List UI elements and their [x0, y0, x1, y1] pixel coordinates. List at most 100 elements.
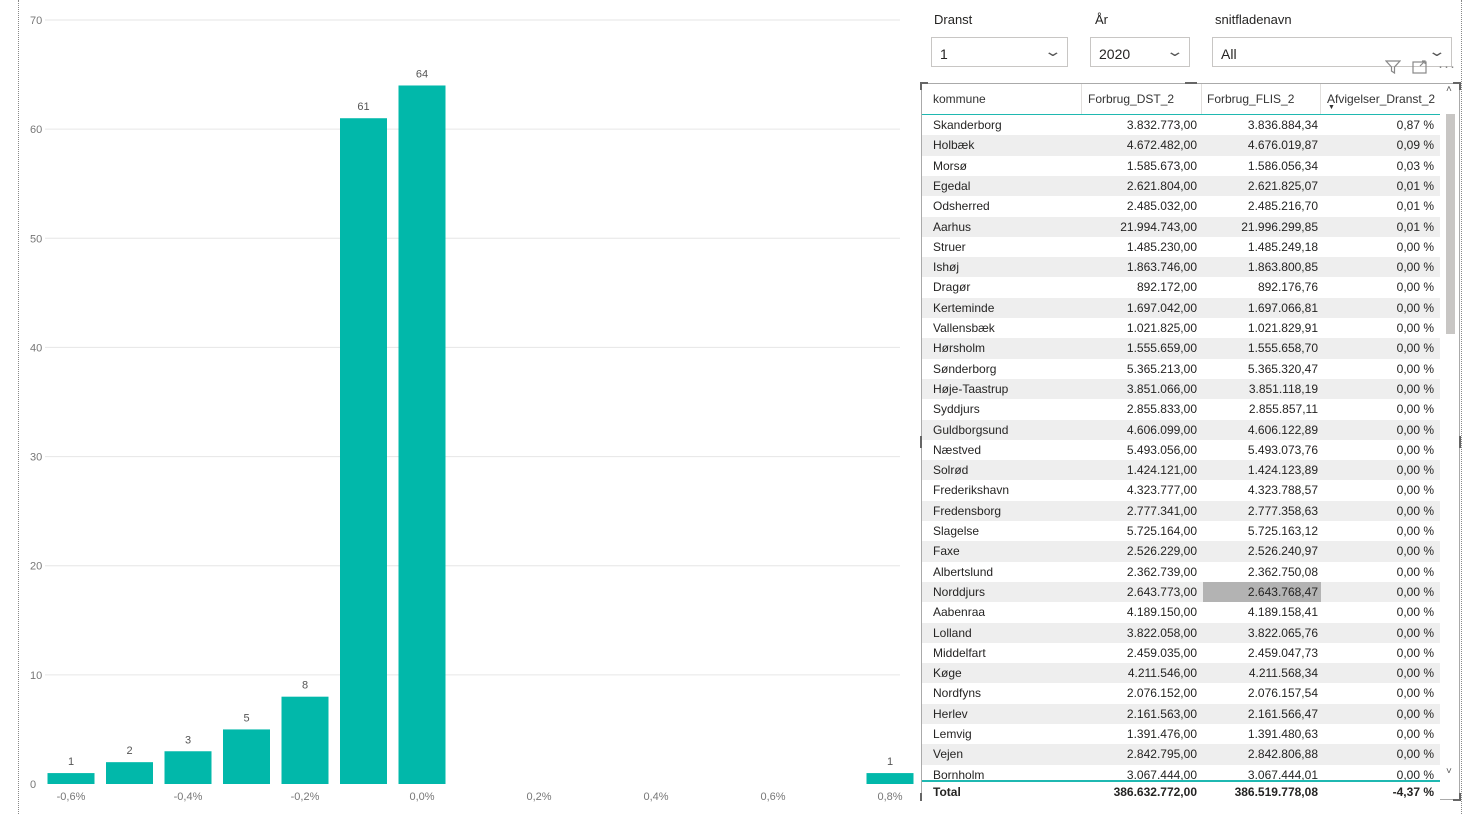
cell-afvigelser: 0,00 % [1396, 361, 1434, 376]
column-divider[interactable] [1081, 84, 1082, 114]
table-row[interactable]: Struer 1.485.230,00 1.485.249,18 0,00 % [922, 237, 1440, 257]
cell-afvigelser: 0,00 % [1396, 483, 1434, 498]
resize-handle[interactable] [920, 793, 922, 801]
focus-mode-icon[interactable] [1412, 60, 1428, 78]
scroll-up-icon[interactable]: ˄ [1446, 84, 1452, 95]
column-header-forbrug-dst[interactable]: Forbrug_DST_2 [1088, 92, 1175, 106]
table-row[interactable]: Holbæk 4.672.482,00 4.676.019,87 0,09 % [922, 135, 1440, 156]
x-tick-label: 0,4% [643, 791, 668, 803]
cell-afvigelser: 0,87 % [1396, 118, 1434, 132]
histogram-bar[interactable] [398, 85, 446, 784]
column-divider[interactable] [1320, 84, 1321, 114]
table-row[interactable]: Albertslund 2.362.739,00 2.362.750,08 0,00 … [922, 562, 1440, 582]
cell-forbrug-dst: 4.323.777,00 [1126, 483, 1197, 498]
scroll-down-icon[interactable]: ˅ [1446, 766, 1452, 777]
slicer-dranst-dropdown[interactable]: 1 ⌄ [931, 37, 1068, 67]
table-row[interactable]: Aabenraa 4.189.150,00 4.189.158,41 0,00 % [922, 602, 1440, 622]
table-row[interactable]: Sønderborg 5.365.213,00 5.365.320,47 0,00 % [922, 359, 1440, 379]
histogram-bar[interactable] [340, 118, 387, 784]
resize-handle[interactable] [920, 436, 922, 448]
cell-afvigelser: 0,00 % [1396, 706, 1434, 721]
cell-forbrug-flis: 1.863.800,85 [1247, 260, 1318, 275]
resize-handle[interactable] [920, 82, 922, 90]
table-row[interactable]: Aarhus 21.994.743,00 21.996.299,85 0,01 % [922, 216, 1440, 237]
table-row[interactable]: Lolland 3.822.058,00 3.822.065,76 0,00 % [922, 622, 1440, 643]
table-row[interactable]: Guldborgsund 4.606.099,00 4.606.122,89 0,00… [922, 419, 1440, 440]
resize-handle[interactable] [1185, 82, 1197, 84]
table-row[interactable]: Køge 4.211.546,00 4.211.568,34 0,00 % [922, 663, 1440, 684]
table-row[interactable]: Fredensborg 2.777.341,00 2.777.358,63 0,00 … [922, 500, 1440, 521]
table-row[interactable]: Odsherred 2.485.032,00 2.485.216,70 0,01 % [922, 196, 1440, 216]
cell-kommune: Kerteminde [933, 300, 995, 315]
table-row[interactable]: Kerteminde 1.697.042,00 1.697.066,81 0,00 % [922, 297, 1440, 318]
table-row[interactable]: Slagelse 5.725.164,00 5.725.163,12 0,00 % [922, 521, 1440, 541]
bar-data-label: 61 [357, 101, 369, 113]
y-tick-label: 50 [30, 233, 42, 245]
resize-handle[interactable] [1459, 793, 1461, 801]
column-header-kommune[interactable]: kommune [933, 92, 986, 106]
table-row[interactable]: Vallensbæk 1.021.825,00 1.021.829,91 0,00 % [922, 318, 1440, 338]
filter-icon[interactable] [1384, 60, 1402, 78]
cell-forbrug-flis: 5.365.320,47 [1247, 361, 1318, 376]
cell-kommune: Lemvig [933, 727, 972, 741]
cell-forbrug-flis: 4.606.122,89 [1247, 422, 1318, 437]
table-row[interactable]: Næstved 5.493.056,00 5.493.073,76 0,00 % [922, 440, 1440, 460]
histogram-bar[interactable] [281, 696, 329, 784]
table-row[interactable]: Høje-Taastrup 3.851.066,00 3.851.118,19 0,0… [922, 378, 1440, 400]
resize-handle[interactable] [1453, 799, 1461, 801]
column-header-afvigelser[interactable]: Afvigelser_Dranst_2 [1327, 92, 1436, 106]
resize-handle[interactable] [1459, 82, 1461, 90]
histogram-bar[interactable] [223, 729, 270, 784]
histogram-chart: 0 10 20 30 40 50 60 70 -0,6% -0,4% -0,2% 0,0% 0,2% 0,… [30, 15, 914, 803]
column-divider[interactable] [1201, 84, 1202, 114]
table-row[interactable]: Egedal 2.621.804,00 2.621.825,07 0,01 % [922, 175, 1440, 197]
y-tick-label: 10 [30, 670, 42, 682]
scrollbar-thumb[interactable] [1446, 114, 1455, 334]
slicer-snitflade-dropdown[interactable]: All ⌄ [1212, 37, 1452, 67]
table-row[interactable]: Hørsholm 1.555.659,00 1.555.658,70 0,00 % [922, 338, 1440, 359]
table-row[interactable]: Nordfyns 2.076.152,00 2.076.157,54 0,00 % [922, 683, 1440, 703]
table-visual: kommune Forbrug_DST_2 Forbrug_FLIS_2 Afv… [920, 82, 1461, 802]
slicer-dranst-value: 1 [940, 46, 948, 62]
table-row[interactable]: Dragør 892.172,00 892.176,76 0,00 % [922, 277, 1440, 297]
resize-handle[interactable] [1453, 82, 1461, 84]
histogram-bar[interactable] [164, 751, 212, 784]
resize-handle[interactable] [920, 82, 928, 84]
cell-forbrug-flis: 2.621.825,07 [1247, 178, 1318, 193]
table-row[interactable]: Ishøj 1.863.746,00 1.863.800,85 0,00 % [922, 257, 1440, 278]
cell-kommune: Norddjurs [933, 584, 986, 599]
more-options-icon[interactable]: ··· [1438, 58, 1456, 75]
table-row[interactable]: Skanderborg 3.832.773,00 3.836.884,34 0,87 … [922, 115, 1440, 135]
table-total-row: Total 386.632.772,00 386.519.778,08 -4,3… [922, 780, 1440, 802]
table-row[interactable]: Vejen 2.842.795,00 2.842.806,88 0,00 % [922, 744, 1440, 765]
cell-afvigelser: 0,00 % [1396, 321, 1434, 335]
vertical-scrollbar[interactable]: ˄ ˅ [1444, 84, 1458, 780]
resize-handle[interactable] [1459, 436, 1461, 448]
cell-forbrug-dst: 1.555.659,00 [1126, 341, 1197, 356]
cell-forbrug-dst: 1.485.230,00 [1126, 239, 1197, 254]
cell-forbrug-flis: 1.391.480,63 [1247, 727, 1318, 741]
histogram-bar[interactable] [866, 773, 914, 784]
cell-forbrug-dst: 2.855.833,00 [1126, 402, 1197, 417]
table-row[interactable]: Bornholm 3.067.444,00 3.067.444,01 0,00 % [922, 765, 1440, 780]
table-row[interactable]: Morsø 1.585.673,00 1.586.056,34 0,03 % [922, 156, 1440, 176]
table-row[interactable]: Syddjurs 2.855.833,00 2.855.857,11 0,00 % [922, 399, 1440, 419]
table-row[interactable]: Lemvig 1.391.476,00 1.391.480,63 0,00 % [922, 724, 1440, 744]
table-row[interactable]: Solrød 1.424.121,00 1.424.123,89 0,00 % [922, 460, 1440, 481]
slicer-aar-dropdown[interactable]: 2020 ⌄ [1090, 37, 1190, 67]
y-tick-label: 60 [30, 124, 42, 136]
table-row[interactable]: Norddjurs 2.643.773,00 2.643.768,47 0,00 % [922, 581, 1440, 603]
cell-forbrug-flis: 2.161.566,47 [1247, 706, 1318, 721]
column-header-forbrug-flis[interactable]: Forbrug_FLIS_2 [1207, 92, 1295, 106]
table-row[interactable]: Middelfart 2.459.035,00 2.459.047,73 0,00 % [922, 643, 1440, 663]
table-row[interactable]: Herlev 2.161.563,00 2.161.566,47 0,00 % [922, 703, 1440, 724]
histogram-bar[interactable] [106, 762, 153, 784]
cell-forbrug-flis: 1.555.658,70 [1247, 341, 1318, 356]
table-row[interactable]: Faxe 2.526.229,00 2.526.240,97 0,00 % [922, 541, 1440, 562]
cell-forbrug-flis: 892.176,76 [1257, 280, 1318, 295]
table-row[interactable]: Frederikshavn 4.323.777,00 4.323.788,57 0,0… [922, 480, 1440, 500]
page-border-right [1461, 0, 1462, 814]
cell-forbrug-flis: 5.493.073,76 [1247, 442, 1318, 457]
cell-afvigelser: 0,00 % [1396, 544, 1434, 559]
histogram-bar[interactable] [47, 773, 95, 784]
